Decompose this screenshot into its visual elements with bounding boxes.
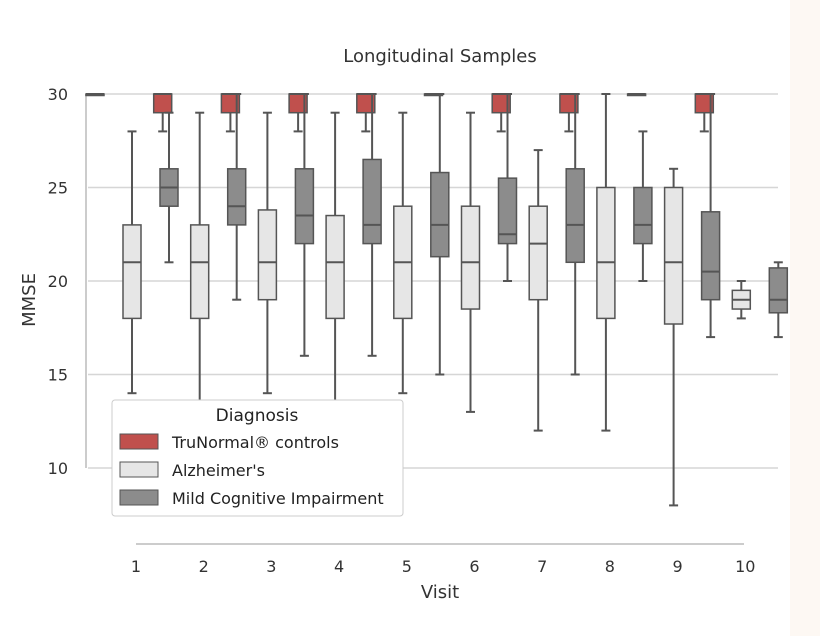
box-alzheimers-visit-7 [528,149,548,432]
box-trunormal-visit-1 [85,93,105,97]
box-body [294,168,315,245]
x-axis-label: Visit [421,582,459,603]
legend-swatch-trunormal [119,433,159,450]
box-body [663,186,684,325]
box-body [700,211,721,301]
box-mci-visit-7 [565,93,585,376]
x-tick-label: 5 [402,557,412,576]
legend-title: Diagnosis [216,406,299,426]
box-body [633,186,653,245]
box-body [768,267,789,314]
box-alzheimers-visit-10 [731,280,752,320]
x-tick-label: 9 [673,557,683,576]
box-trunormal-visit-7 [491,93,511,133]
box-alzheimers-visit-5 [393,111,413,395]
box-alzheimers-visit-1 [122,130,142,395]
x-tick-label: 10 [735,557,755,576]
y-axis-label: MMSE [19,273,40,327]
box-body [122,224,142,320]
box-trunormal-visit-9 [626,93,647,97]
legend-label-trunormal: TruNormal® controls [171,433,339,452]
box-alzheimers-visit-3 [257,111,278,395]
box-mci-visit-1 [159,111,179,264]
right-edge-strip [790,0,820,636]
legend: Diagnosis TruNormal® controls Alzheimer'… [111,399,404,517]
y-tick-label: 25 [48,179,68,198]
legend-label-mci: Mild Cognitive Impairment [172,489,384,508]
legend-swatch-mci [119,489,159,506]
box-trunormal-visit-6 [423,93,444,97]
box-mci-visit-10 [768,261,789,339]
box-mci-visit-3 [294,93,315,357]
box-body [596,186,616,320]
box-body [226,168,247,226]
box-body [497,177,518,245]
box-mci-visit-5 [430,93,450,376]
axes [85,94,744,545]
box-trunormal-visit-2 [152,93,173,133]
x-tick-label: 8 [605,557,615,576]
box-body [362,158,382,245]
box-alzheimers-visit-6 [460,111,481,413]
box-series [85,93,789,507]
chart-title: Longitudinal Samples [343,46,536,67]
x-tick-label: 7 [537,557,547,576]
box-body [565,168,585,264]
box-mci-visit-8 [633,130,653,282]
x-tick-labels: 1 2 3 4 5 6 7 8 9 10 [131,557,756,576]
x-tick-label: 3 [266,557,276,576]
box-body [325,214,345,320]
box-alzheimers-visit-8 [596,93,616,432]
y-tick-label: 10 [48,459,68,478]
box-mci-visit-4 [362,93,382,357]
x-tick-label: 4 [334,557,344,576]
box-body [430,171,450,258]
legend-label-alzheimers: Alzheimer's [172,461,265,480]
box-alzheimers-visit-9 [663,167,684,507]
y-tick-label: 15 [48,366,68,385]
box-body [257,209,278,301]
x-tick-label: 2 [199,557,209,576]
y-tick-labels: 10 15 20 25 30 [48,85,68,478]
legend-frame [111,399,404,517]
legend-swatch-alzheimers [119,461,159,478]
box-plot-chart: Longitudinal Samples 10 15 20 25 30 1 2 3 4 5 6 7 8… [19,46,789,603]
box-mci-visit-9 [700,93,721,339]
box-body [189,224,210,320]
box-mci-visit-6 [497,93,518,282]
box-mci-visit-2 [226,93,247,301]
box-body [152,93,173,114]
box-trunormal-visit-3 [220,93,241,133]
box-alzheimers-visit-2 [189,111,210,413]
box-body [460,205,481,310]
box-alzheimers-visit-4 [325,111,345,413]
y-tick-label: 20 [48,272,68,291]
box-body [528,205,548,301]
x-tick-label: 6 [469,557,479,576]
y-tick-label: 30 [48,85,68,104]
x-tick-label: 1 [131,557,141,576]
box-trunormal-visit-5 [356,93,376,133]
